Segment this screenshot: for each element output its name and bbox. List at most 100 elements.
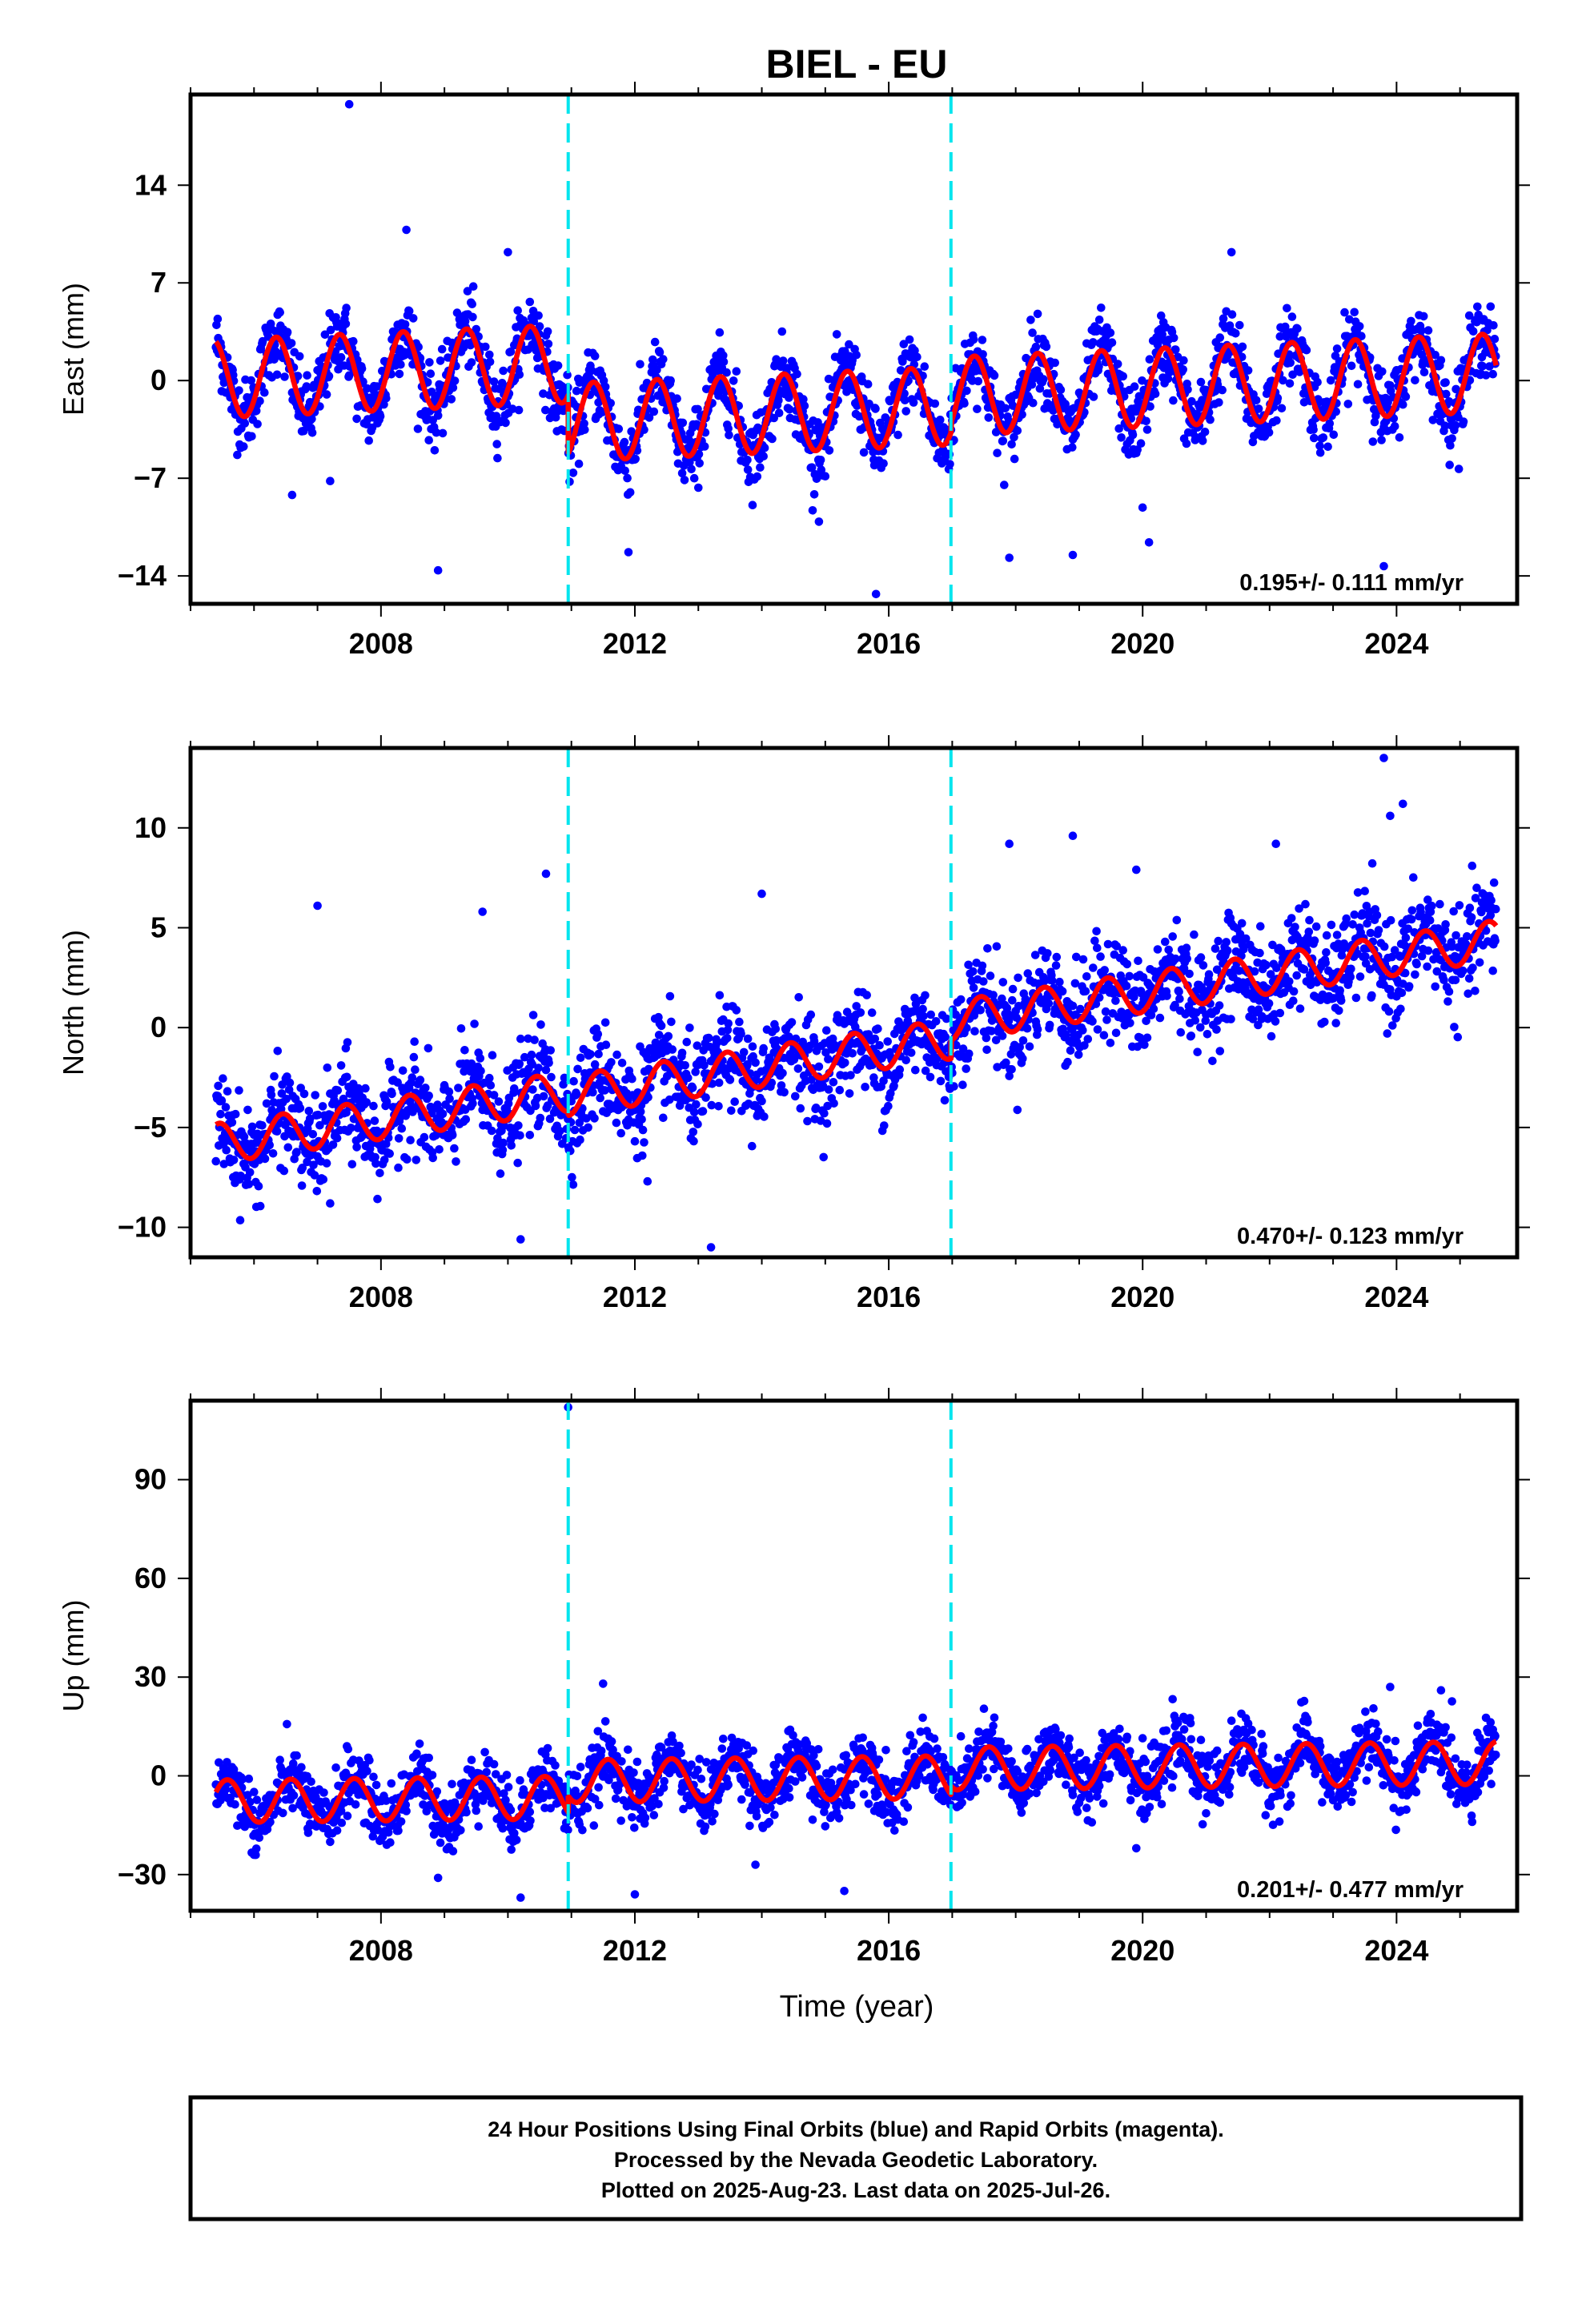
observation-point xyxy=(450,376,460,385)
observation-point xyxy=(448,383,458,392)
observation-point xyxy=(593,1030,603,1039)
observation-point xyxy=(867,1008,877,1017)
outlier-point xyxy=(1068,550,1078,560)
observation-point xyxy=(382,1796,391,1805)
observation-point xyxy=(846,1071,855,1080)
observation-point xyxy=(584,1123,592,1132)
observation-point xyxy=(757,1096,766,1106)
observation-point xyxy=(572,1090,581,1099)
observation-point xyxy=(617,1059,627,1068)
observation-point xyxy=(852,1002,861,1011)
observation-point xyxy=(1411,376,1419,385)
observation-point xyxy=(343,1038,352,1047)
observation-point xyxy=(534,311,543,320)
observation-point xyxy=(297,1763,306,1772)
observation-point xyxy=(769,413,778,423)
observation-point xyxy=(819,1152,828,1162)
observation-point xyxy=(1090,936,1099,946)
observation-point xyxy=(969,983,978,992)
observation-point xyxy=(1208,1056,1217,1066)
observation-point xyxy=(1007,440,1016,449)
observation-point xyxy=(576,1135,584,1144)
observation-point xyxy=(1051,961,1061,970)
observation-point xyxy=(695,459,704,468)
observation-point xyxy=(229,1156,239,1164)
observation-point xyxy=(806,1010,816,1019)
observation-point xyxy=(732,367,741,376)
observation-point xyxy=(336,352,346,362)
observation-point xyxy=(680,476,689,485)
observation-point xyxy=(534,1063,543,1072)
observation-point xyxy=(437,344,447,354)
observation-point xyxy=(1111,1028,1121,1038)
observation-point xyxy=(297,1181,307,1190)
observation-point xyxy=(499,1138,508,1148)
observation-point xyxy=(616,1128,625,1138)
observation-point xyxy=(936,1076,946,1086)
observation-point xyxy=(936,416,945,424)
observation-point xyxy=(1279,376,1287,385)
observation-point xyxy=(1350,910,1359,919)
observation-point xyxy=(1001,404,1010,413)
outlier-point xyxy=(287,490,297,500)
observation-point xyxy=(382,393,391,403)
observation-point xyxy=(685,1023,694,1032)
observation-point xyxy=(227,1118,237,1127)
observation-point xyxy=(920,362,930,372)
observation-point xyxy=(252,1795,262,1804)
observation-point xyxy=(600,1018,610,1027)
observation-point xyxy=(544,1058,553,1068)
observation-point xyxy=(1013,1105,1022,1115)
observation-point xyxy=(756,463,765,472)
observation-point xyxy=(414,342,423,352)
observation-point xyxy=(238,1775,247,1783)
observation-point xyxy=(467,358,476,367)
observation-point xyxy=(630,1136,640,1146)
observation-point xyxy=(654,1012,663,1022)
observation-point xyxy=(1483,325,1492,335)
observation-point xyxy=(260,388,269,397)
observation-point xyxy=(1432,967,1442,976)
observation-point xyxy=(1472,318,1481,327)
observation-point xyxy=(1287,914,1296,923)
observation-point xyxy=(1399,400,1407,409)
observation-point xyxy=(547,1072,556,1082)
observation-point xyxy=(1248,1015,1258,1023)
observation-point xyxy=(1491,936,1500,946)
observation-point xyxy=(1130,992,1138,1002)
observation-point xyxy=(255,396,264,406)
observation-point xyxy=(688,1084,697,1092)
observation-point xyxy=(1488,369,1497,379)
observation-point xyxy=(1478,361,1488,371)
observation-point xyxy=(424,1092,433,1100)
observation-point xyxy=(841,1058,849,1068)
observation-point xyxy=(560,1073,569,1083)
observation-point xyxy=(506,347,516,356)
observation-point xyxy=(1191,1015,1200,1025)
observation-point xyxy=(433,411,443,420)
observation-point xyxy=(404,307,414,316)
observation-point xyxy=(636,360,644,369)
observation-point xyxy=(369,1101,378,1111)
observation-point xyxy=(1346,972,1355,982)
observation-point xyxy=(590,1114,599,1123)
observation-point xyxy=(614,424,624,433)
observation-point xyxy=(707,1100,717,1110)
observation-point xyxy=(693,1041,702,1050)
observation-point xyxy=(514,405,524,415)
observation-point xyxy=(460,1067,468,1076)
observation-point xyxy=(1227,1015,1235,1023)
observation-point xyxy=(1383,1029,1392,1038)
outlier-point xyxy=(1399,799,1407,809)
observation-point xyxy=(785,1032,793,1041)
observation-point xyxy=(379,1156,389,1164)
observation-point xyxy=(544,340,553,348)
observation-point xyxy=(859,448,869,457)
observation-point xyxy=(1331,407,1340,416)
observation-point xyxy=(1093,943,1102,952)
observation-point xyxy=(768,434,777,444)
observation-point xyxy=(569,1076,578,1086)
observation-point xyxy=(254,1181,263,1191)
observation-point xyxy=(528,1085,537,1094)
observation-point xyxy=(284,1085,294,1094)
